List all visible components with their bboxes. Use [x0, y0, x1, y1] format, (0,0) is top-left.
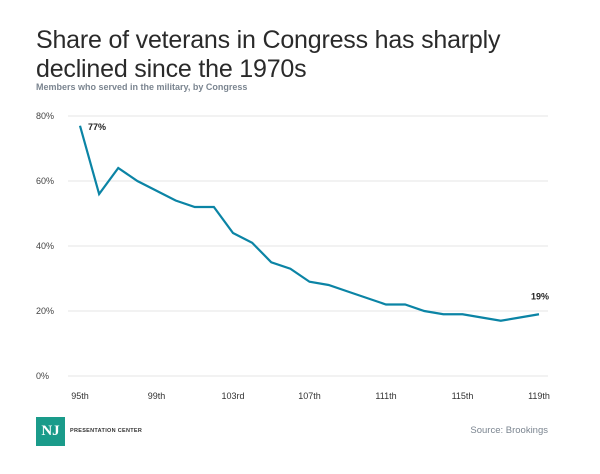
- source-note: Source: Brookings: [470, 425, 548, 436]
- chart-title: Share of veterans in Congress has sharpl…: [36, 26, 501, 83]
- data-label: 77%: [88, 122, 106, 132]
- y-tick-label: 40%: [36, 241, 54, 251]
- chart-subtitle: Members who served in the military, by C…: [36, 82, 248, 92]
- series-line: [78, 125, 540, 322]
- y-tick-label: 20%: [36, 306, 54, 316]
- y-tick-label: 80%: [36, 111, 54, 121]
- x-axis-ticks: 95th 99th 103rd 107th 111th 115th 119th: [71, 391, 550, 401]
- nj-logo: NJ: [36, 417, 65, 446]
- data-label: 19%: [531, 291, 549, 301]
- x-tick-label: 107th: [298, 391, 321, 401]
- x-tick-label: 103rd: [221, 391, 244, 401]
- annotations: 77% 19%: [88, 122, 549, 302]
- logo-text: PRESENTATION CENTER: [70, 428, 143, 434]
- x-tick-label: 99th: [148, 391, 166, 401]
- x-tick-label: 119th: [528, 391, 550, 401]
- x-tick-label: 115th: [452, 391, 474, 401]
- x-tick-label: 95th: [71, 391, 89, 401]
- y-axis-ticks: 0% 20% 40% 60% 80%: [36, 111, 54, 381]
- y-tick-label: 0%: [36, 371, 49, 381]
- y-tick-label: 60%: [36, 176, 54, 186]
- gridlines: [68, 115, 548, 377]
- series-layer: [78, 125, 540, 322]
- x-tick-label: 111th: [375, 391, 396, 401]
